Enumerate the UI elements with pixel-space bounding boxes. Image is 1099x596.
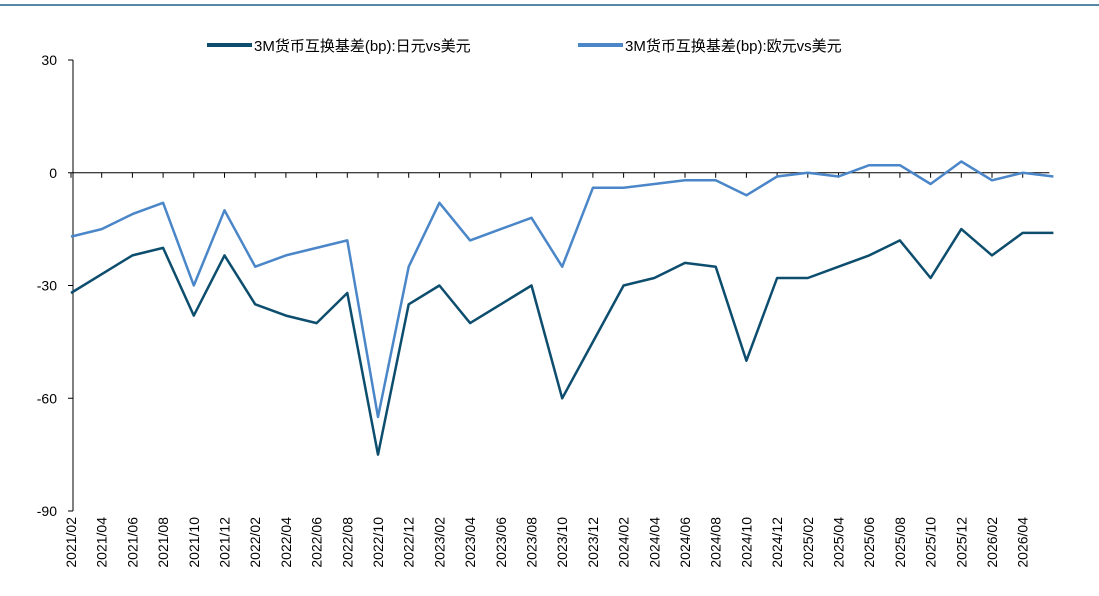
x-tick-label: 2021/04 [94, 517, 110, 568]
x-tick-label: 2022/06 [309, 517, 325, 568]
series-line [70, 160, 1054, 419]
x-tick-label: 2026/04 [1015, 517, 1031, 568]
x-tick-label: 2025/04 [831, 517, 847, 568]
x-tick-label: 2022/08 [339, 517, 355, 568]
x-tick-label: 2021/06 [124, 517, 140, 568]
x-tick-label: 2021/08 [155, 517, 171, 568]
x-tick-label: 2023/08 [524, 517, 540, 568]
x-tick-label: 2022/02 [247, 517, 263, 568]
y-tick-label: -60 [37, 390, 57, 406]
x-tick-label: 2021/12 [217, 517, 233, 568]
x-tick-label: 2022/04 [278, 517, 294, 568]
x-tick-label: 2026/02 [984, 517, 1000, 568]
legend-label: 3M货币互换基差(bp):欧元vs美元 [625, 38, 842, 55]
y-tick-label: -90 [37, 503, 57, 519]
x-tick-label: 2024/06 [677, 517, 693, 568]
x-tick-label: 2023/04 [462, 517, 478, 568]
y-tick-label: -30 [37, 278, 57, 294]
x-tick-label: 2024/02 [616, 517, 632, 568]
x-tick-label: 2023/06 [493, 517, 509, 568]
x-tick-label: 2025/10 [923, 517, 939, 568]
x-tick-label: 2023/12 [585, 517, 601, 568]
x-tick-label: 2023/02 [431, 517, 447, 568]
x-tick-label: 2022/10 [370, 517, 386, 568]
x-tick-label: 2024/10 [738, 517, 754, 568]
x-tick-label: 2023/10 [554, 517, 570, 568]
x-tick-label: 2024/12 [769, 517, 785, 568]
y-tick-label: 0 [49, 165, 57, 181]
x-tick-label: 2025/08 [892, 517, 908, 568]
legend-label: 3M货币互换基差(bp):日元vs美元 [254, 38, 471, 55]
x-tick-label: 2022/12 [401, 517, 417, 568]
x-tick-label: 2025/12 [953, 517, 969, 568]
y-tick-label: 30 [41, 52, 57, 68]
x-tick-label: 2024/04 [646, 517, 662, 568]
x-tick-label: 2025/06 [861, 517, 877, 568]
series-line [70, 227, 1054, 456]
x-tick-label: 2021/10 [186, 517, 202, 568]
x-tick-label: 2021/02 [63, 517, 79, 568]
x-tick-label: 2025/02 [800, 517, 816, 568]
x-tick-label: 2024/08 [708, 517, 724, 568]
